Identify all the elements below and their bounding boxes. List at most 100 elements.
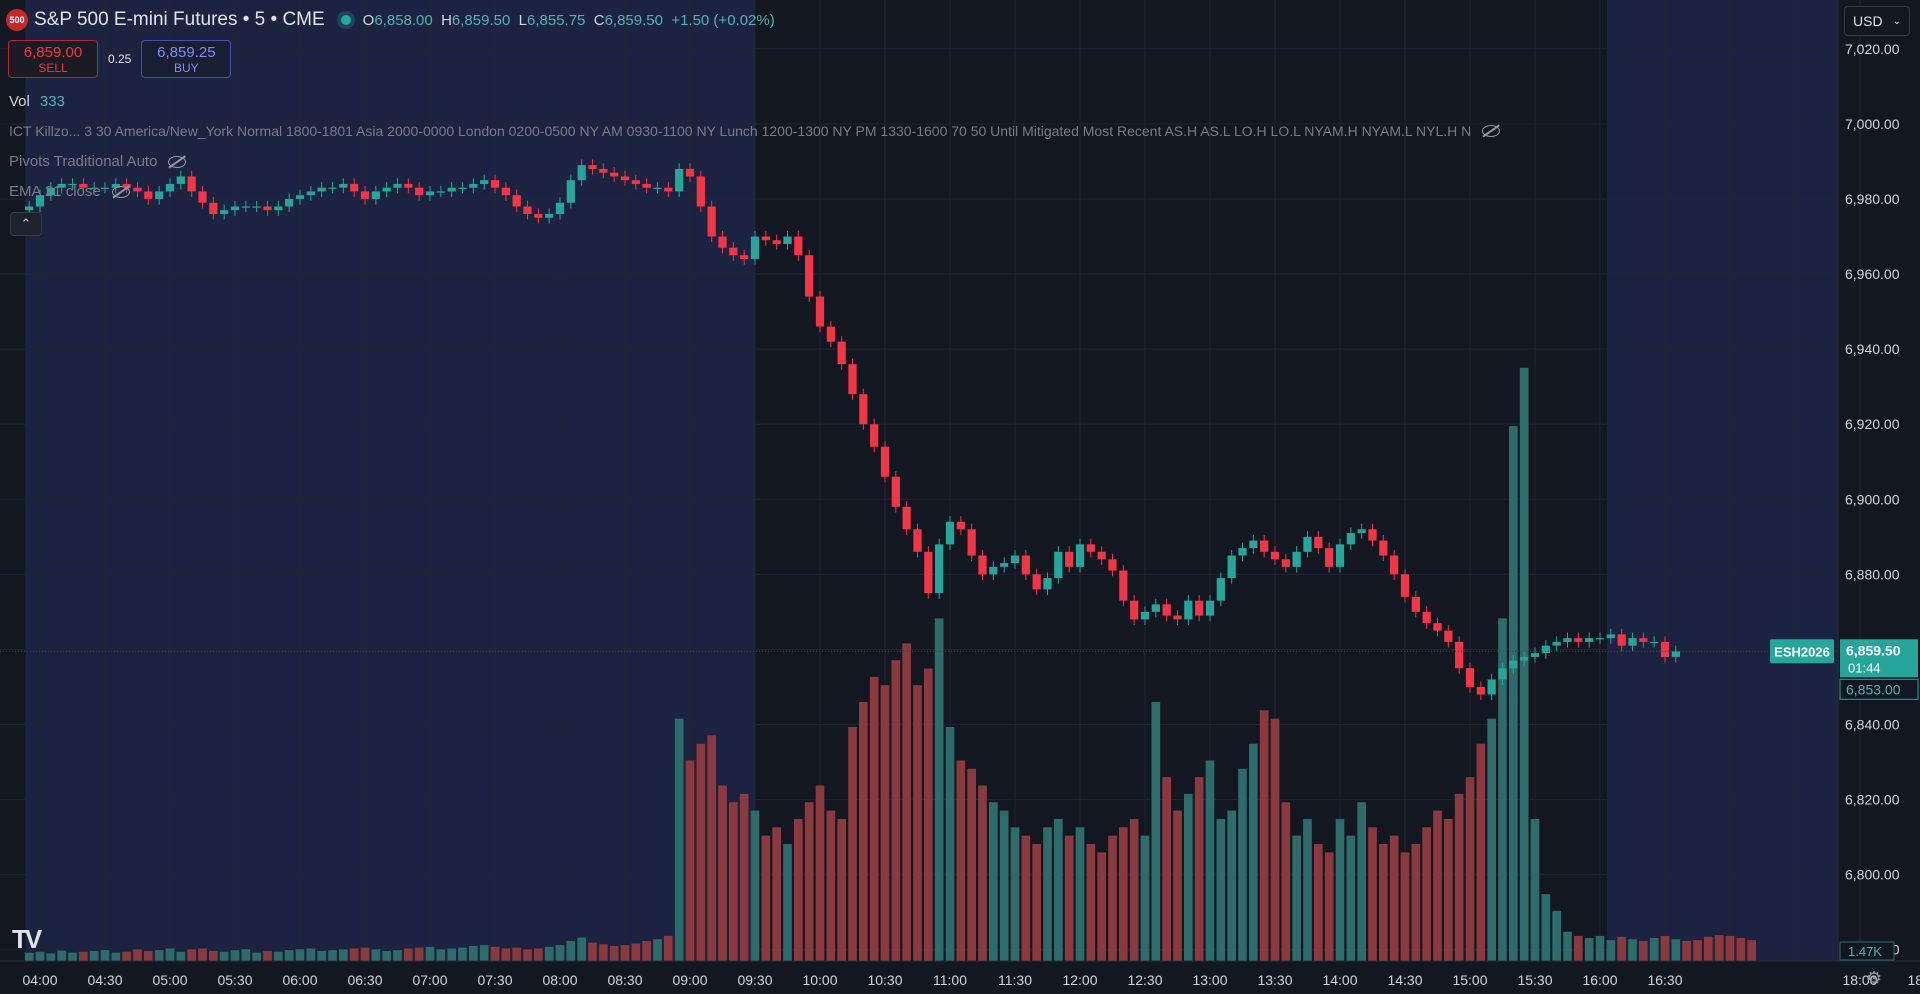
candle-body: [1260, 540, 1269, 552]
market-status-icon[interactable]: [340, 15, 351, 25]
candle-body: [447, 187, 456, 192]
volume-bar: [1184, 793, 1193, 961]
candle-body: [490, 180, 500, 188]
candle-body: [1617, 634, 1626, 646]
candle-body: [1650, 641, 1659, 644]
hidden-eye-icon[interactable]: [111, 185, 131, 199]
candle-body: [1292, 551, 1301, 567]
candle-body: [100, 187, 110, 189]
volume-bar: [35, 951, 45, 961]
candle-body: [35, 195, 45, 207]
candle-body: [935, 544, 944, 594]
hidden-eye-icon[interactable]: [167, 155, 187, 169]
volume-bar: [1032, 844, 1041, 961]
candle-body: [1628, 638, 1637, 646]
candle-body: [1010, 555, 1020, 564]
candle-body: [1574, 638, 1583, 642]
candle-body: [480, 180, 489, 184]
candle-body: [913, 529, 922, 552]
volume-bar: [490, 946, 500, 961]
candle-body: [1520, 656, 1529, 661]
volume-bar: [241, 949, 251, 961]
volume-bar: [425, 946, 435, 961]
volume-bar: [1259, 710, 1269, 961]
buy-button[interactable]: 6,859.25 BUY: [141, 40, 232, 78]
currency-select[interactable]: USD ⌄: [1844, 6, 1910, 36]
volume-bar: [295, 949, 305, 961]
contract-tag-label: ESH2026: [1774, 644, 1830, 659]
volume-bar: [1010, 827, 1020, 961]
volume-bar: [891, 660, 901, 961]
volume-bar: [1465, 777, 1475, 961]
volume-bar: [967, 768, 976, 961]
volume-bar: [1509, 426, 1518, 961]
volume-bar: [263, 950, 272, 961]
candle-body: [1368, 529, 1377, 541]
candle-body: [945, 521, 955, 545]
candle-body: [1379, 540, 1388, 556]
candle-body: [610, 172, 619, 177]
volume-bar: [1314, 844, 1323, 961]
volume-bar: [599, 944, 608, 961]
volume-bar: [837, 818, 846, 961]
volume-bar: [1108, 835, 1117, 961]
ict-killzones-indicator[interactable]: ICT Killzo... 3 30 America/New_York Norm…: [9, 123, 1501, 139]
volume-bar: [1368, 827, 1377, 961]
ema-indicator[interactable]: EMA 21 close: [9, 183, 131, 200]
volume-bar: [133, 949, 142, 961]
symbol-title[interactable]: S&P 500 E-mini Futures • 5 • CME: [34, 9, 325, 30]
time-tick-label: 18:00: [1842, 972, 1877, 988]
candle-body: [393, 183, 402, 188]
volume-bar: [154, 950, 164, 961]
collapse-legend-button[interactable]: ⌃: [10, 212, 42, 236]
candle-body: [545, 213, 554, 218]
volume-bar: [631, 943, 641, 961]
volume-bar: [707, 735, 716, 961]
volume-bar: [1617, 936, 1626, 961]
volume-bar: [1173, 810, 1182, 961]
candle-body: [241, 206, 250, 208]
candle-body: [176, 176, 185, 184]
volume-indicator[interactable]: Vol 333: [9, 93, 65, 110]
candle-body: [1119, 570, 1128, 601]
gear-icon[interactable]: ⚙: [1866, 968, 1883, 988]
time-tick-label: 05:00: [152, 972, 187, 988]
price-tick-label: 6,960.00: [1845, 266, 1900, 282]
volume-bar: [1606, 940, 1616, 961]
price-tick-label: 6,800.00: [1845, 867, 1900, 883]
price-tick-label: 7,000.00: [1845, 116, 1900, 132]
price-tick-label: 6,940.00: [1845, 341, 1900, 357]
candle-body: [718, 236, 727, 248]
volume-bar: [57, 950, 66, 961]
pivots-indicator[interactable]: Pivots Traditional Auto: [9, 153, 187, 170]
ema-label: EMA 21 close: [9, 183, 101, 200]
candle-body: [794, 236, 803, 256]
volume-bar: [729, 802, 738, 961]
volume-bar: [620, 945, 630, 961]
candle-body: [642, 183, 651, 188]
time-tick-label: 09:00: [672, 972, 707, 988]
volume-bar: [436, 949, 446, 961]
candle-body: [815, 296, 825, 327]
candle-body: [1346, 533, 1355, 545]
volume-bar: [1086, 844, 1096, 961]
candle-body: [729, 247, 738, 256]
high-label: H: [441, 11, 452, 29]
volume-bar: [859, 701, 868, 961]
tradingview-logo-icon[interactable]: TV: [12, 924, 42, 954]
candle-body: [880, 446, 890, 477]
volume-bar: [1249, 743, 1258, 961]
time-tick-label: 04:00: [22, 972, 57, 988]
hidden-eye-icon[interactable]: [1481, 124, 1501, 138]
last-price-label: 6,859.50: [1846, 642, 1901, 658]
candle-body: [1173, 615, 1182, 620]
candle-body: [1563, 638, 1572, 642]
low-value: 6,855.75: [527, 11, 586, 29]
candle-body: [1422, 611, 1431, 624]
candle-body: [295, 195, 305, 199]
sell-button[interactable]: 6,859.00 SELL: [8, 40, 98, 78]
volume-bar: [230, 950, 240, 961]
volume-bar: [1346, 835, 1356, 961]
candle-body: [675, 168, 684, 192]
